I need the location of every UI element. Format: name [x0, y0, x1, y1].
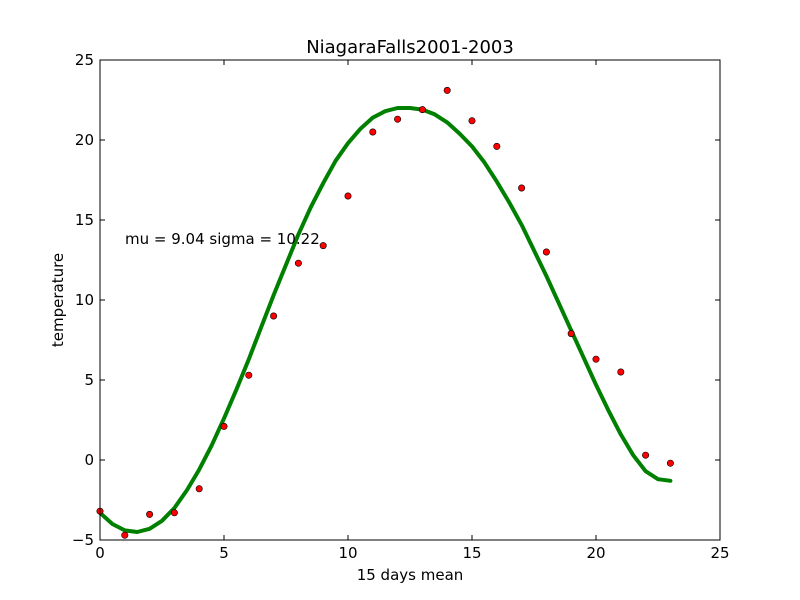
data-point [468, 117, 476, 125]
data-point [369, 128, 377, 136]
data-point [220, 422, 228, 430]
data-point [294, 259, 302, 267]
fit-annotation: mu = 9.04 sigma = 10.22 [125, 230, 320, 248]
data-point [394, 115, 402, 123]
data-point [443, 86, 451, 94]
y-tick-label: 15 [75, 211, 94, 229]
x-tick-label: 0 [95, 544, 105, 562]
data-point [270, 312, 278, 320]
data-point [493, 142, 501, 150]
x-tick-label: 5 [219, 544, 229, 562]
data-point [567, 330, 575, 338]
data-point [617, 368, 625, 376]
plot-area [96, 86, 674, 539]
data-point [121, 531, 129, 539]
y-tick-label: 20 [75, 131, 94, 149]
data-point [245, 371, 253, 379]
x-tick-label: 20 [586, 544, 605, 562]
data-point [170, 509, 178, 517]
y-tick-label: 0 [84, 451, 94, 469]
data-point [542, 248, 550, 256]
x-axis-label: 15 days mean [357, 566, 464, 584]
y-tick-label: 10 [75, 291, 94, 309]
data-point [642, 451, 650, 459]
y-tick-label: 25 [75, 51, 94, 69]
x-tick-label: 25 [710, 544, 729, 562]
chart-title: NiagaraFalls2001-2003 [306, 37, 514, 58]
x-tick-label: 10 [338, 544, 357, 562]
y-tick-label: 5 [84, 371, 94, 389]
data-point [518, 184, 526, 192]
y-tick-label: −5 [72, 531, 94, 549]
y-axis-label: temperature [49, 253, 67, 347]
fit-curve [98, 106, 673, 534]
data-point [666, 459, 674, 467]
data-point [319, 242, 327, 250]
data-point [418, 106, 426, 114]
data-point [195, 485, 203, 493]
x-tick-label: 15 [462, 544, 481, 562]
data-point [146, 510, 154, 518]
data-point [344, 192, 352, 200]
data-point [592, 355, 600, 363]
